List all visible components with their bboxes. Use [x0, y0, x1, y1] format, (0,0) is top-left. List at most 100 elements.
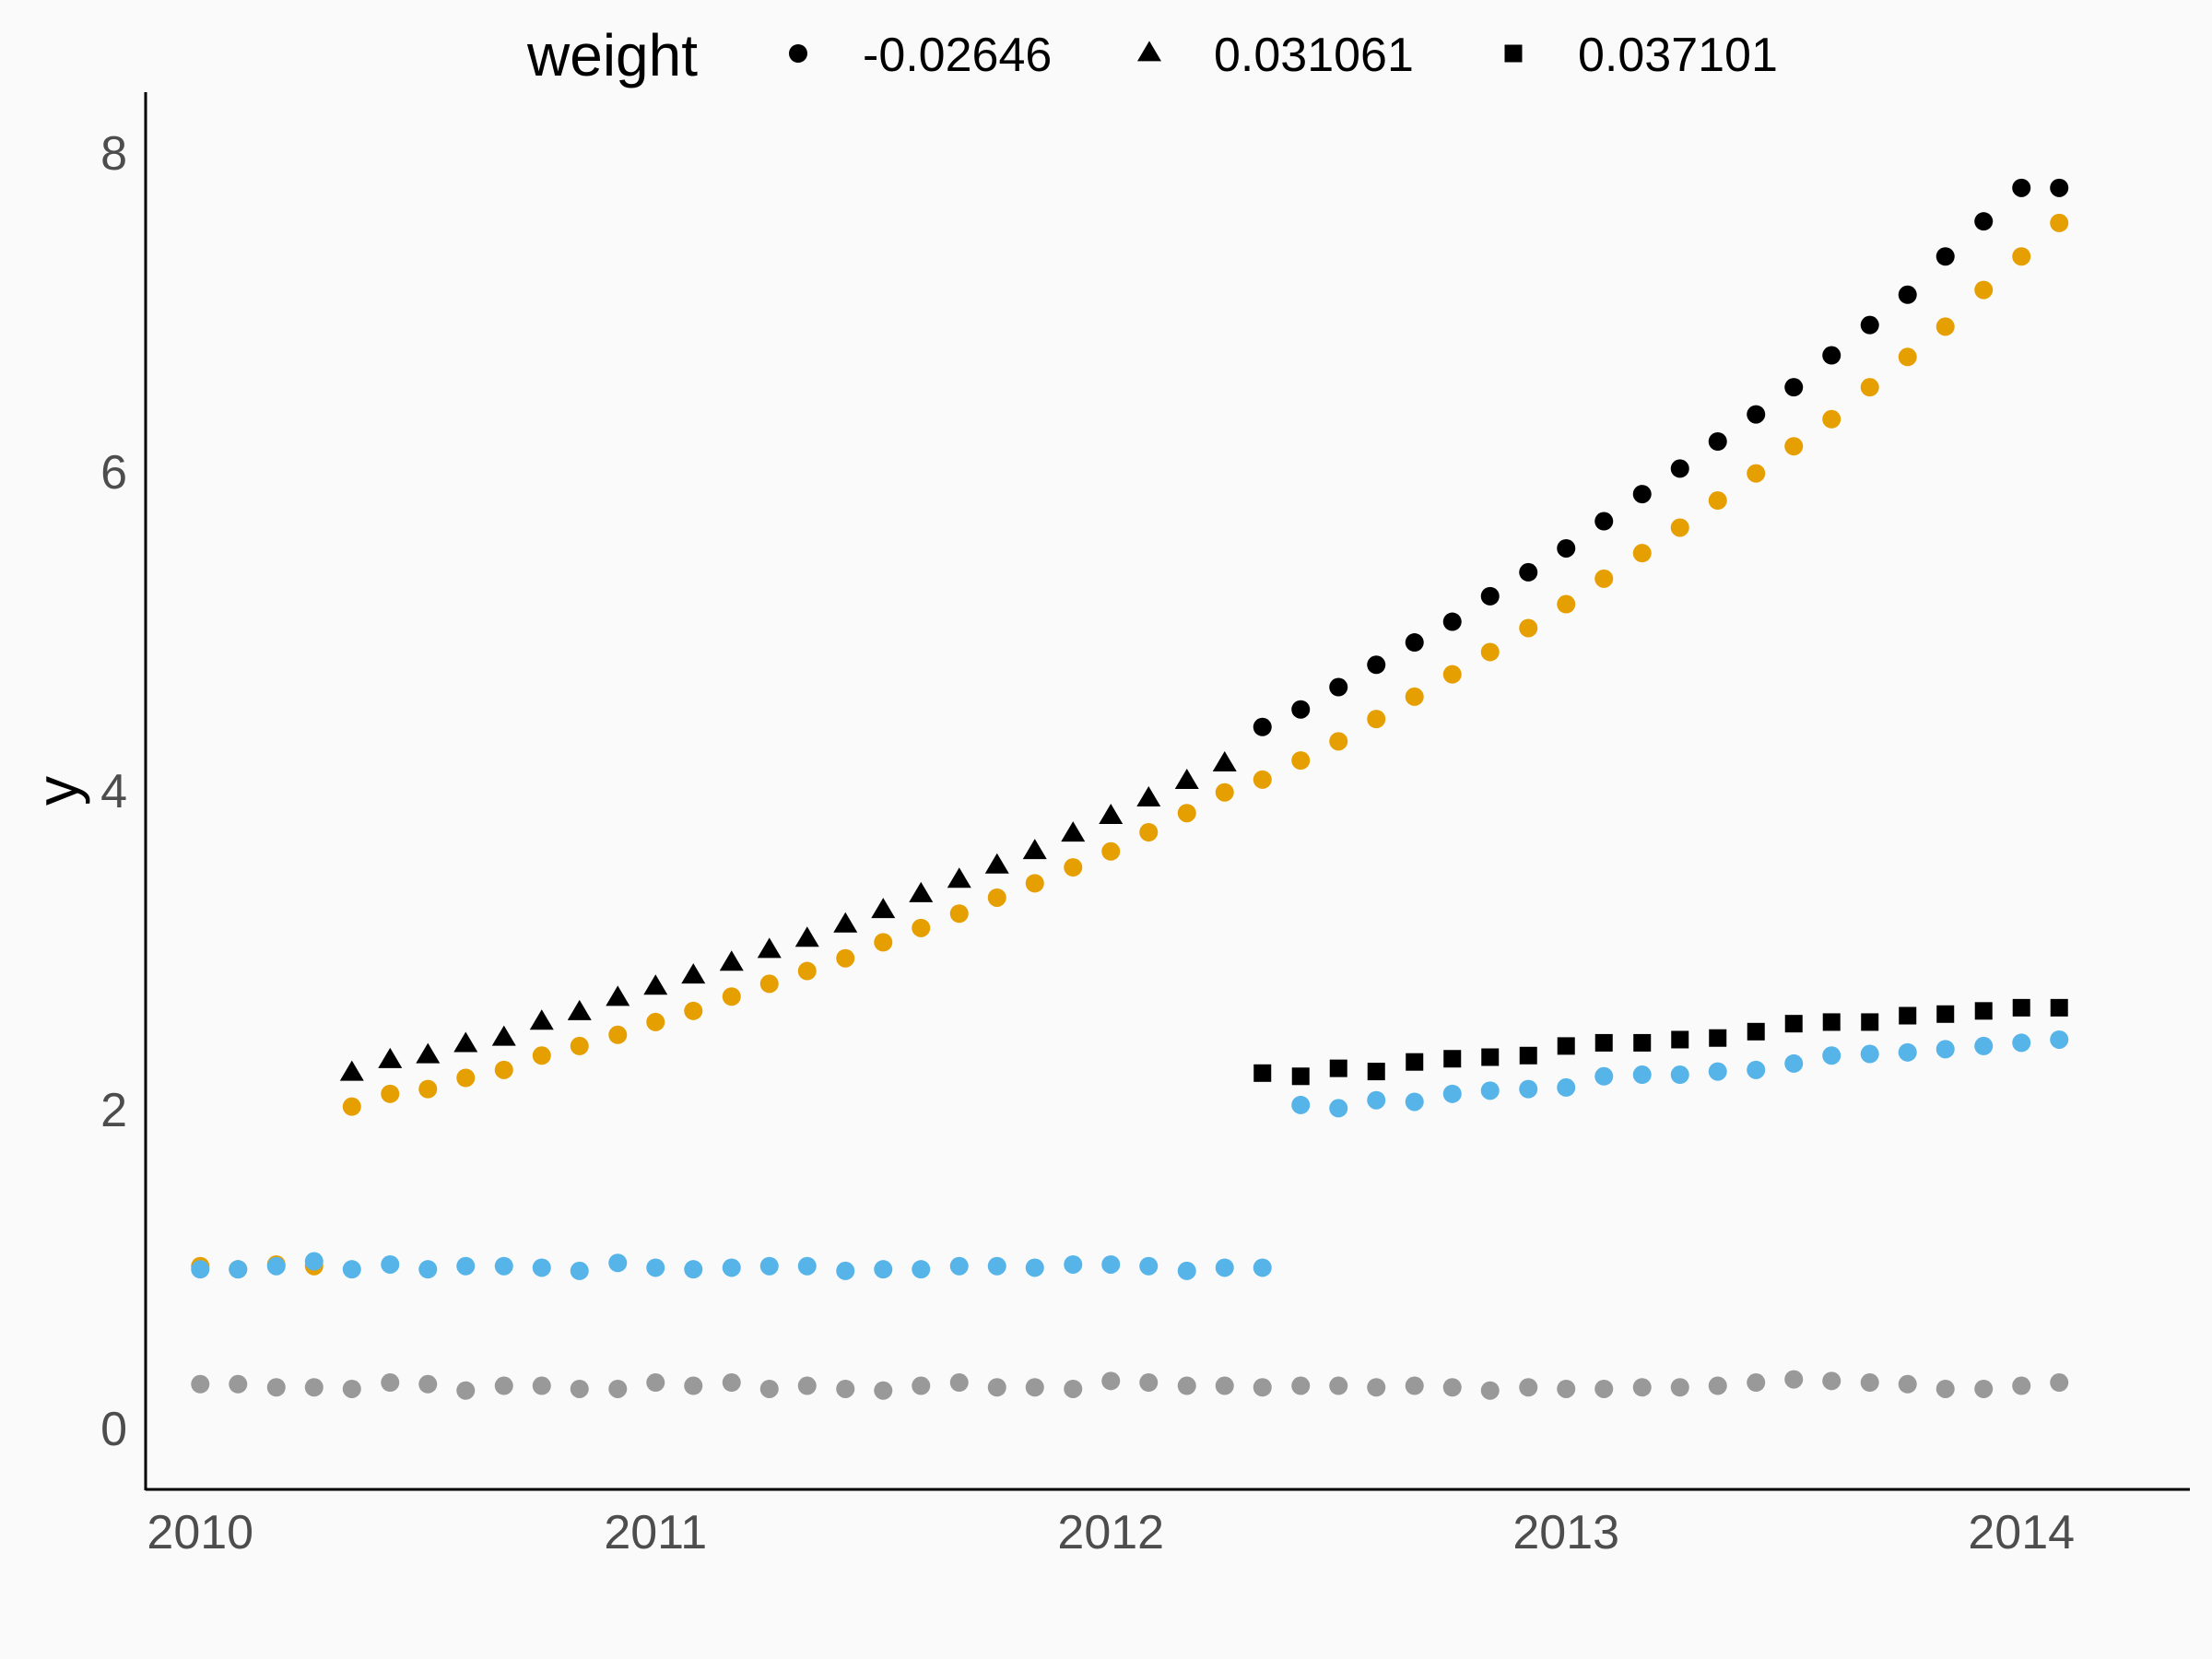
data-point-circle	[949, 1373, 969, 1393]
data-point-circle	[1747, 464, 1766, 483]
data-point-circle	[2012, 247, 2031, 266]
data-point-circle	[797, 1376, 817, 1395]
data-point-circle	[949, 1256, 969, 1276]
data-point-circle	[1139, 1256, 1159, 1276]
data-point-circle	[1064, 1254, 1083, 1274]
data-point-circle	[1670, 1065, 1689, 1085]
data-point-circle	[532, 1046, 551, 1065]
data-point-circle	[570, 1261, 589, 1280]
x-tick-label: 2010	[147, 1506, 253, 1559]
data-point-triangle	[606, 985, 630, 1006]
data-point-circle	[1101, 1254, 1121, 1274]
y-tick-label: 2	[100, 1084, 127, 1137]
data-point-circle	[1442, 1378, 1462, 1397]
data-point-circle	[1747, 405, 1766, 424]
data-point-circle	[1860, 315, 1879, 335]
data-point-circle	[684, 1376, 703, 1395]
data-point-circle	[532, 1376, 551, 1395]
data-point-circle	[1329, 1099, 1348, 1118]
data-point-circle	[1784, 1053, 1804, 1073]
legend-key-triangle	[1137, 41, 1161, 62]
data-point-circle	[1253, 1258, 1272, 1277]
data-point-circle	[722, 987, 741, 1006]
data-point-triangle	[833, 912, 858, 933]
data-point-circle	[1784, 1370, 1804, 1389]
data-point-circle	[1215, 1258, 1234, 1277]
data-point-circle	[1291, 1095, 1311, 1114]
data-point-circle	[1557, 1077, 1576, 1097]
data-point-circle	[191, 1260, 210, 1279]
axes: y	[24, 92, 2190, 1491]
data-point-circle	[1519, 618, 1538, 638]
data-point-square	[1443, 1050, 1462, 1068]
data-point-square	[1747, 1022, 1765, 1041]
data-point-circle	[1291, 1376, 1311, 1395]
data-point-circle	[1822, 409, 1841, 429]
data-point-circle	[1632, 1378, 1652, 1397]
data-point-circle	[456, 1256, 476, 1276]
y-tick-label: 0	[100, 1403, 127, 1456]
legend-label: 0.031061	[1214, 29, 1414, 82]
data-point-circle	[570, 1379, 589, 1398]
data-point-circle	[1747, 1373, 1766, 1393]
data-point-circle	[1405, 633, 1424, 653]
data-point-circle	[1215, 782, 1234, 802]
data-point-circle	[1594, 569, 1614, 588]
data-point-circle	[1101, 1371, 1121, 1391]
data-point-circle	[797, 961, 817, 981]
data-point-circle	[266, 1378, 286, 1397]
data-point-circle	[608, 1253, 628, 1273]
data-point-circle	[266, 1256, 286, 1276]
data-point-circle	[1708, 1376, 1727, 1395]
legend-title: weight	[526, 22, 698, 88]
data-point-circle	[874, 1381, 893, 1400]
y-tick-label: 4	[100, 765, 127, 818]
data-point-circle	[912, 918, 931, 937]
data-point-circle	[1253, 1378, 1272, 1397]
legend: weight -0.02646 0.031061 0.037101	[526, 22, 1778, 88]
data-point-circle	[1632, 544, 1652, 563]
data-point-circle	[1898, 285, 1917, 304]
data-point-circle	[2012, 178, 2031, 197]
data-point-circle	[1177, 1261, 1196, 1280]
data-point-square	[2050, 998, 2068, 1017]
data-point-triangle	[871, 898, 896, 919]
x-tick-label: 2012	[1057, 1506, 1164, 1559]
data-point-circle	[1974, 1379, 1994, 1398]
data-point-circle	[2012, 1376, 2031, 1395]
data-point-circle	[987, 1378, 1006, 1397]
data-points	[191, 178, 2069, 1400]
data-point-circle	[1519, 1378, 1538, 1397]
data-point-circle	[646, 1373, 665, 1393]
data-point-square	[1861, 1013, 1879, 1031]
data-point-circle	[456, 1068, 476, 1088]
data-point-circle	[1025, 1258, 1044, 1277]
legend-key-square	[1504, 44, 1523, 63]
data-point-circle	[1594, 1066, 1614, 1086]
data-point-circle	[1632, 1065, 1652, 1085]
data-point-circle	[1064, 1379, 1083, 1398]
data-point-circle	[381, 1254, 400, 1274]
data-point-square	[1974, 1002, 1993, 1020]
data-point-circle	[1101, 841, 1121, 861]
data-point-circle	[1177, 1376, 1196, 1395]
data-point-circle	[1253, 717, 1272, 736]
data-point-square	[1594, 1033, 1613, 1052]
data-point-circle	[646, 1258, 665, 1277]
data-point-square	[1784, 1015, 1803, 1033]
data-point-triangle	[1174, 768, 1199, 789]
data-point-square	[1291, 1067, 1310, 1086]
data-point-square	[1367, 1063, 1385, 1081]
data-point-circle	[1064, 858, 1083, 877]
data-point-circle	[2050, 178, 2069, 197]
data-point-circle	[1557, 1379, 1576, 1398]
data-point-circle	[684, 1260, 703, 1279]
data-point-circle	[1670, 459, 1689, 478]
data-point-circle	[1291, 700, 1311, 719]
data-point-circle	[759, 974, 779, 994]
data-point-circle	[304, 1252, 324, 1271]
legend-label: -0.02646	[863, 29, 1052, 82]
data-point-square	[1822, 1013, 1841, 1031]
data-point-triangle	[909, 881, 934, 902]
data-point-circle	[1367, 655, 1386, 675]
